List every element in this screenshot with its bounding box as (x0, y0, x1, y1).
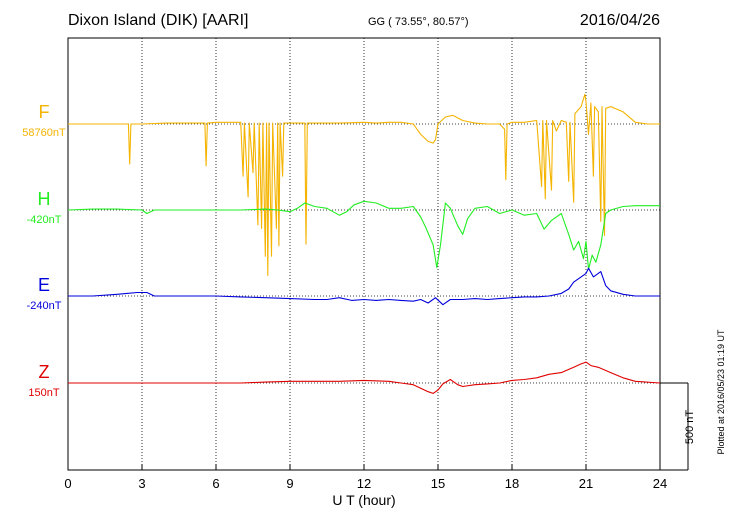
series-line-H (67, 200, 660, 270)
series-baseline-F: 58760nT (22, 127, 66, 139)
x-tick-label: 15 (431, 476, 445, 491)
x-tick-label: 24 (653, 476, 667, 491)
series-name-F: F (39, 102, 50, 122)
grid-lines (68, 38, 660, 470)
scale-bar (660, 382, 689, 471)
x-tick-label: 3 (138, 476, 145, 491)
scale-bar-label: 500 nT (684, 410, 696, 445)
series-name-Z: Z (39, 362, 50, 382)
series-name-E: E (38, 275, 50, 295)
plotted-timestamp: Plotted at 2016/05/23 01:19 UT (716, 329, 726, 455)
x-tick-label: 18 (505, 476, 519, 491)
station-title: Dixon Island (DIK) [AARI] (68, 12, 249, 29)
x-tick-label: 21 (579, 476, 593, 491)
x-tick-label: 9 (286, 476, 293, 491)
series-line-E (68, 267, 660, 306)
series-group (67, 93, 661, 394)
series-baseline-H: -420nT (27, 214, 62, 226)
series-name-H: H (38, 189, 51, 209)
series-baseline-E: -240nT (27, 300, 62, 312)
series-line-F (68, 93, 660, 276)
series-labels: F 58760nT H -420nT E -240nT Z 150nT (22, 102, 66, 399)
chart-date: 2016/04/26 (580, 12, 660, 29)
station-coords: GG ( 73.55°, 80.57°) (368, 16, 469, 28)
series-baseline-Z: 150nT (28, 387, 59, 399)
x-tick-label: 0 (64, 476, 71, 491)
x-tick-label: 6 (212, 476, 219, 491)
series-line-Z (68, 361, 661, 394)
x-axis-ticks: 0 3 6 9 12 15 18 21 24 (64, 464, 667, 491)
x-axis-label: U T (hour) (332, 492, 395, 508)
x-tick-label: 12 (357, 476, 371, 491)
